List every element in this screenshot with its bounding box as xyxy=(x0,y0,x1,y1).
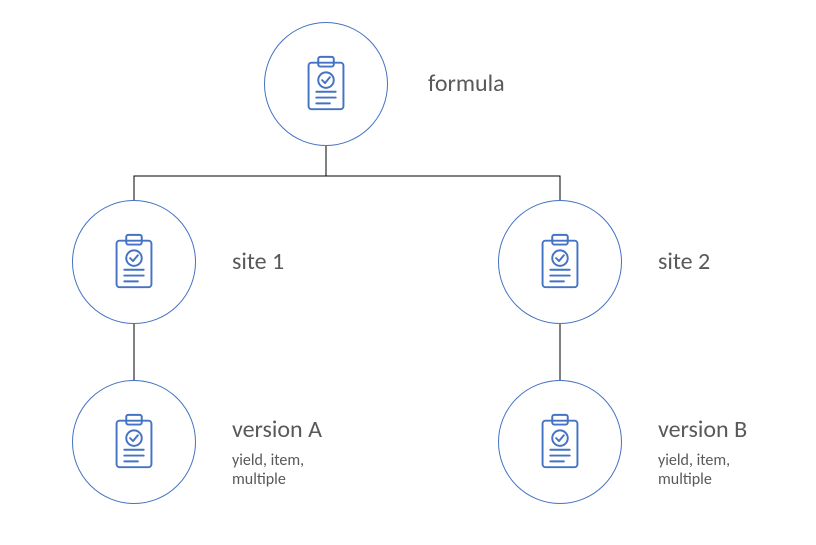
label-site1: site 1 xyxy=(232,248,284,277)
edge xyxy=(134,146,326,200)
label-formula-text: formula xyxy=(428,70,505,99)
label-version-a: version A yield, item,multiple xyxy=(232,416,322,489)
label-version-b-text: version B xyxy=(658,416,747,445)
clipboard-icon xyxy=(103,231,165,293)
node-formula xyxy=(264,22,388,146)
label-site2-text: site 2 xyxy=(658,248,710,277)
label-site1-text: site 1 xyxy=(232,248,284,277)
edge xyxy=(326,146,560,200)
label-site2: site 2 xyxy=(658,248,710,277)
clipboard-icon xyxy=(103,411,165,473)
label-formula: formula xyxy=(428,70,505,99)
node-site2 xyxy=(498,200,622,324)
node-version-a xyxy=(72,380,196,504)
label-version-b: version B yield, item,multiple xyxy=(658,416,747,489)
clipboard-icon xyxy=(295,53,357,115)
node-version-b xyxy=(498,380,622,504)
clipboard-icon xyxy=(529,411,591,473)
label-version-a-text: version A xyxy=(232,416,322,445)
diagram-canvas: { "diagram": { "type": "tree", "backgrou… xyxy=(0,0,816,545)
clipboard-icon xyxy=(529,231,591,293)
node-site1 xyxy=(72,200,196,324)
label-version-b-sub: yield, item,multiple xyxy=(658,451,747,489)
label-version-a-sub: yield, item,multiple xyxy=(232,451,322,489)
